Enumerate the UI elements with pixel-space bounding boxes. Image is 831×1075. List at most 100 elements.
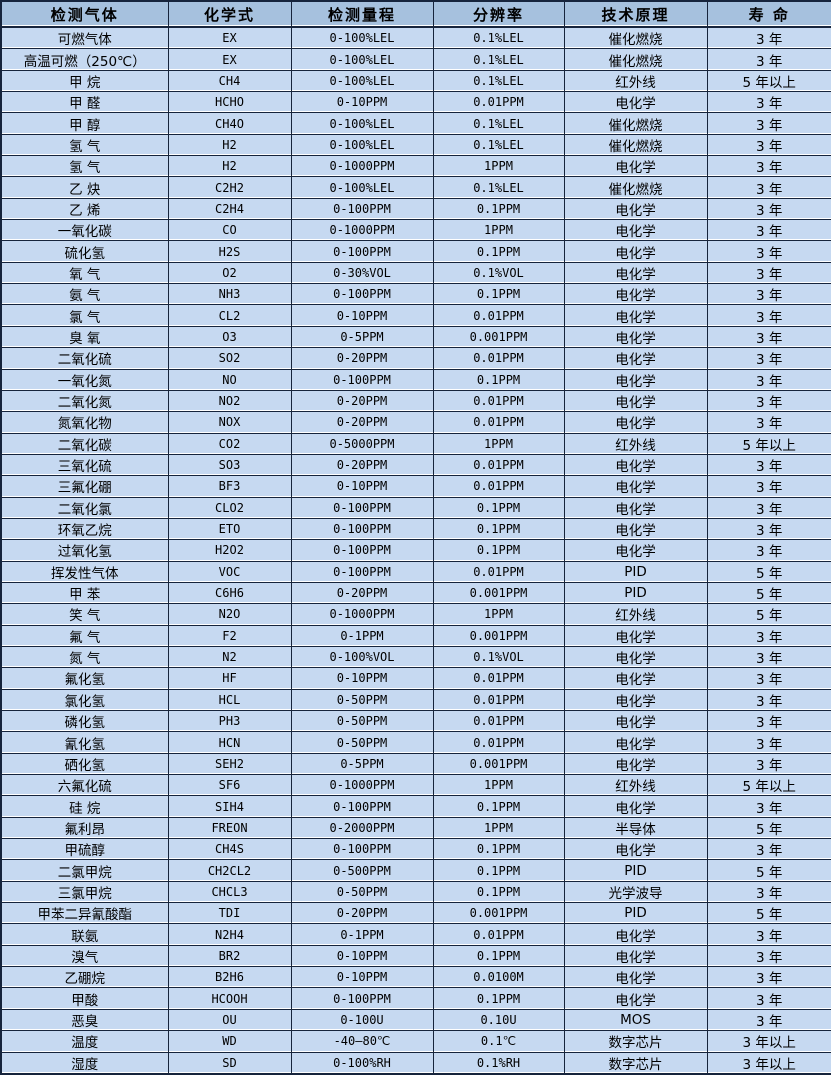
resolution-cell: 0.1%LEL (432, 48, 565, 71)
technical-principle-cell: 电化学 (563, 966, 708, 989)
technical-principle-cell: 电化学 (563, 731, 708, 754)
lifespan-cell: 3 年 (706, 1008, 831, 1032)
technical-principle-cell: 电化学 (563, 155, 708, 178)
detection-range-cell: 0-20PPM (290, 902, 434, 925)
gas-name-cell: 氯 气 (0, 304, 169, 327)
detection-range-cell: 0-1PPM (290, 624, 434, 647)
gas-name-cell: 氮氧化物 (0, 411, 169, 434)
detection-range-cell: 0-5PPM (290, 752, 434, 776)
technical-principle-cell: 电化学 (563, 624, 708, 647)
column-header: 检测量程 (290, 0, 434, 28)
chemical-formula-cell: O2 (167, 261, 292, 285)
technical-principle-cell: 催化燃烧 (563, 176, 708, 199)
resolution-cell: 0.01PPM (432, 667, 565, 690)
detection-range-cell: 0-1000PPM (290, 219, 434, 242)
gas-name-cell: 一氧化氮 (0, 368, 169, 391)
resolution-cell: 0.01PPM (432, 688, 565, 712)
gas-name-cell: 乙硼烷 (0, 966, 169, 989)
table-row: 氢 气 H2 0-1000PPM 1PPM 电化学 3 年 (0, 155, 831, 178)
chemical-formula-cell: F2 (167, 624, 292, 647)
gas-name-cell: 联氨 (0, 923, 169, 946)
chemical-formula-cell: HCOOH (167, 987, 292, 1010)
chemical-formula-cell: N2O (167, 603, 292, 626)
technical-principle-cell: 电化学 (563, 453, 708, 477)
chemical-formula-cell: CH4S (167, 838, 292, 861)
resolution-cell: 0.1PPM (432, 240, 565, 263)
table-row: 湿度 SD 0-100%RH 0.1%RH 数字芯片 3 年以上 (0, 1051, 831, 1075)
technical-principle-cell: 电化学 (563, 667, 708, 690)
technical-principle-cell: 电化学 (563, 923, 708, 946)
lifespan-cell: 3 年 (706, 411, 831, 434)
technical-principle-cell: 电化学 (563, 304, 708, 327)
technical-principle-cell: 电化学 (563, 987, 708, 1010)
lifespan-cell: 3 年 (706, 475, 831, 498)
lifespan-cell: 3 年 (706, 923, 831, 946)
table-row: 氮氧化物 NOX 0-20PPM 0.01PPM 电化学 3 年 (0, 411, 831, 434)
gas-name-cell: 臭 氧 (0, 325, 169, 349)
technical-principle-cell: PID (563, 581, 708, 605)
lifespan-cell: 3 年以上 (706, 1030, 831, 1053)
gas-name-cell: 硅 烷 (0, 795, 169, 818)
detection-range-cell: 0-5PPM (290, 325, 434, 349)
gas-name-cell: 二氧化硫 (0, 347, 169, 370)
detection-range-cell: 0-100PPM (290, 987, 434, 1010)
table-row: 二氧化氯 CLO2 0-100PPM 0.1PPM 电化学 3 年 (0, 496, 831, 519)
table-row: 乙硼烷 B2H6 0-10PPM 0.0100M 电化学 3 年 (0, 966, 831, 989)
chemical-formula-cell: CLO2 (167, 496, 292, 519)
chemical-formula-cell: C2H4 (167, 197, 292, 221)
technical-principle-cell: 红外线 (563, 774, 708, 797)
technical-principle-cell: 红外线 (563, 603, 708, 626)
resolution-cell: 0.01PPM (432, 923, 565, 946)
chemical-formula-cell: C6H6 (167, 581, 292, 605)
chemical-formula-cell: ETO (167, 517, 292, 541)
gas-name-cell: 环氧乙烷 (0, 517, 169, 541)
chemical-formula-cell: OU (167, 1008, 292, 1032)
table-row: 高温可燃（250℃） EX 0-100%LEL 0.1%LEL 催化燃烧 3 年 (0, 48, 831, 71)
resolution-cell: 0.001PPM (432, 752, 565, 776)
chemical-formula-cell: HCHO (167, 91, 292, 114)
gas-name-cell: 甲 醇 (0, 112, 169, 135)
chemical-formula-cell: N2H4 (167, 923, 292, 946)
resolution-cell: 0.1%LEL (432, 26, 565, 50)
resolution-cell: 1PPM (432, 774, 565, 797)
table-row: 甲 醇 CH4O 0-100%LEL 0.1%LEL 催化燃烧 3 年 (0, 112, 831, 135)
table-row: 硫化氢 H2S 0-100PPM 0.1PPM 电化学 3 年 (0, 240, 831, 263)
gas-name-cell: 氧 气 (0, 261, 169, 285)
chemical-formula-cell: HCN (167, 731, 292, 754)
resolution-cell: 0.1PPM (432, 283, 565, 306)
resolution-cell: 0.01PPM (432, 475, 565, 498)
technical-principle-cell: PID (563, 859, 708, 882)
detection-range-cell: 0-10PPM (290, 944, 434, 968)
technical-principle-cell: 催化燃烧 (563, 112, 708, 135)
resolution-cell: 0.01PPM (432, 709, 565, 733)
table-row: 乙 炔 C2H2 0-100%LEL 0.1%LEL 催化燃烧 3 年 (0, 176, 831, 199)
chemical-formula-cell: NH3 (167, 283, 292, 306)
chemical-formula-cell: BR2 (167, 944, 292, 968)
detection-range-cell: 0-100%LEL (290, 69, 434, 93)
detection-range-cell: 0-5000PPM (290, 432, 434, 455)
lifespan-cell: 3 年 (706, 368, 831, 391)
resolution-cell: 0.01PPM (432, 304, 565, 327)
detection-range-cell: 0-20PPM (290, 581, 434, 605)
detection-range-cell: 0-100PPM (290, 539, 434, 562)
lifespan-cell: 3 年 (706, 389, 831, 413)
detection-range-cell: 0-50PPM (290, 709, 434, 733)
table-row: 氯 气 CL2 0-10PPM 0.01PPM 电化学 3 年 (0, 304, 831, 327)
table-row: 温度 WD -40—80℃ 0.1℃ 数字芯片 3 年以上 (0, 1030, 831, 1053)
gas-name-cell: 硒化氢 (0, 752, 169, 776)
lifespan-cell: 3 年 (706, 453, 831, 477)
chemical-formula-cell: SF6 (167, 774, 292, 797)
chemical-formula-cell: NO (167, 368, 292, 391)
gas-name-cell: 温度 (0, 1030, 169, 1053)
column-header: 化学式 (167, 0, 292, 28)
table-header: 检测气体 化学式 检测量程 分辨率 技术原理 寿 命 (0, 0, 831, 28)
chemical-formula-cell: H2O2 (167, 539, 292, 562)
resolution-cell: 0.001PPM (432, 902, 565, 925)
resolution-cell: 0.1PPM (432, 859, 565, 882)
resolution-cell: 0.1%VOL (432, 645, 565, 669)
resolution-cell: 1PPM (432, 603, 565, 626)
technical-principle-cell: 电化学 (563, 368, 708, 391)
table-row: 挥发性气体 VOC 0-100PPM 0.01PPM PID 5 年 (0, 560, 831, 583)
gas-name-cell: 甲 苯 (0, 581, 169, 605)
gas-name-cell: 甲 醛 (0, 91, 169, 114)
